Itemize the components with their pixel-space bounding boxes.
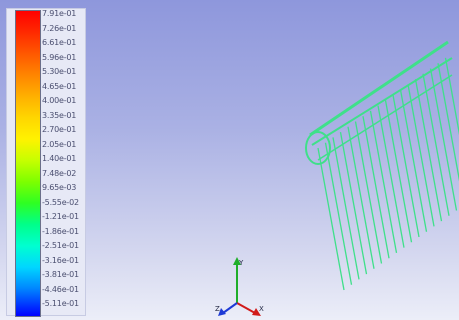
colormap-bar — [15, 10, 41, 317]
legend-tick-labels: 7.91e-01 7.26e-01 6.61e-01 5.96e-01 5.30… — [42, 8, 86, 318]
legend-label: 7.91e-01 — [42, 9, 77, 18]
pathline — [362, 116, 390, 259]
pathline — [332, 137, 360, 280]
pathlines-group — [305, 40, 459, 291]
legend-label: 2.70e-01 — [42, 125, 77, 134]
pathline — [309, 40, 449, 137]
pathline — [414, 78, 443, 222]
pathline — [347, 126, 375, 269]
y-axis-label: Y — [238, 259, 244, 267]
pathline — [377, 105, 405, 248]
pathline — [384, 100, 413, 243]
legend-label: 2.05e-01 — [42, 139, 77, 149]
legend-label: -2.51e-01 — [42, 241, 79, 250]
pathline-source — [305, 131, 331, 165]
legend-label: 4.65e-01 — [42, 81, 77, 91]
pathline — [317, 147, 345, 291]
z-axis-label: Z — [215, 305, 220, 313]
pathline — [324, 142, 353, 285]
legend-label: 3.35e-01 — [42, 110, 77, 120]
legend-label: -3.16e-01 — [42, 255, 79, 265]
pathline — [392, 94, 420, 238]
pathline — [422, 73, 450, 216]
pathline — [429, 68, 458, 211]
legend-label: 5.30e-01 — [42, 67, 77, 76]
z-axis-arrow — [222, 302, 238, 314]
legend-label: -1.86e-01 — [42, 226, 79, 236]
legend-label: 1.40e-01 — [42, 154, 77, 163]
legend-label: 4.00e-01 — [42, 96, 77, 105]
pathline — [311, 57, 453, 146]
x-axis-arrow — [236, 302, 256, 314]
pathline — [437, 63, 459, 182]
pathline — [339, 131, 368, 275]
legend-label: 9.65e-03 — [42, 183, 77, 192]
legend-label: -1.21e-01 — [42, 212, 79, 221]
legend-label: -4.46e-01 — [42, 284, 79, 294]
pathline — [399, 89, 428, 232]
legend-label: 7.26e-01 — [42, 23, 77, 33]
legend-label: -5.55e-02 — [42, 197, 79, 207]
legend-label: 7.48e-02 — [42, 168, 77, 178]
legend-label: -5.11e-01 — [42, 299, 79, 308]
x-axis-label: X — [259, 305, 264, 313]
legend-label: -3.81e-01 — [42, 270, 79, 279]
legend-label: 6.61e-01 — [42, 38, 77, 47]
pathline — [369, 110, 398, 254]
pathline — [354, 121, 383, 264]
pathline — [444, 57, 459, 136]
pathline — [407, 84, 435, 227]
pathline — [317, 74, 453, 161]
axis-triad: Y X Z — [215, 257, 264, 316]
legend-label: 5.96e-01 — [42, 52, 77, 62]
